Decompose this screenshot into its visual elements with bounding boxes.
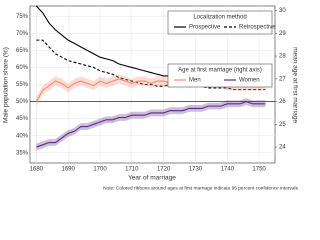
y-tick-label: 65% bbox=[16, 48, 29, 54]
y-tick-label: 60% bbox=[16, 65, 29, 71]
chart: Year of marriage Male population share (… bbox=[3, 5, 299, 191]
y-tick-label: 40% bbox=[16, 133, 29, 139]
y-axis-label: Male population share (%) bbox=[3, 47, 10, 123]
page: Year of marriage Male population share (… bbox=[2, 5, 299, 192]
series-line bbox=[36, 100, 266, 148]
y2-tick-label: 26 bbox=[279, 99, 286, 105]
legend-box bbox=[167, 63, 273, 88]
x-tick-label: 1700 bbox=[93, 167, 107, 173]
y-tick-label: 75% bbox=[16, 14, 29, 20]
x-tick-label: 1690 bbox=[62, 167, 76, 173]
y2-tick-label: 29 bbox=[279, 31, 286, 37]
y-tick-label: 55% bbox=[16, 82, 29, 88]
y2-tick-label: 30 bbox=[279, 8, 286, 14]
legend-title: Localization method bbox=[193, 15, 246, 21]
x-tick-label: 1710 bbox=[125, 167, 139, 173]
y-tick-label: 50% bbox=[16, 99, 29, 105]
legend-label: Women bbox=[239, 78, 260, 84]
x-tick-label: 1720 bbox=[157, 167, 171, 173]
x-axis-label: Year of marriage bbox=[128, 175, 176, 182]
x-tick-label: 1740 bbox=[221, 167, 235, 173]
y2-tick-label: 28 bbox=[279, 54, 286, 60]
legend-label: Prospective bbox=[189, 25, 221, 31]
series-line bbox=[36, 39, 266, 91]
y2-tick-label: 27 bbox=[279, 76, 286, 82]
note: Note: Colored ribbons around ages at fir… bbox=[103, 185, 299, 191]
legend-box bbox=[167, 10, 273, 35]
legend-title: Age at first marriage (right axis) bbox=[178, 68, 262, 74]
x-tick-label: 1680 bbox=[30, 167, 44, 173]
y-tick-label: 45% bbox=[16, 116, 29, 122]
x-tick-label: 1730 bbox=[189, 167, 203, 173]
y-tick-label: 35% bbox=[16, 150, 29, 156]
legend-label: Men bbox=[189, 78, 201, 84]
legend-label: Retrospective bbox=[239, 25, 276, 31]
y-tick-label: 70% bbox=[16, 31, 29, 37]
y2-tick-label: 24 bbox=[279, 145, 286, 151]
x-tick-label: 1750 bbox=[252, 167, 266, 173]
y2-tick-label: 25 bbox=[279, 122, 286, 128]
y2-axis-label: mean age at first marriage bbox=[291, 47, 298, 123]
